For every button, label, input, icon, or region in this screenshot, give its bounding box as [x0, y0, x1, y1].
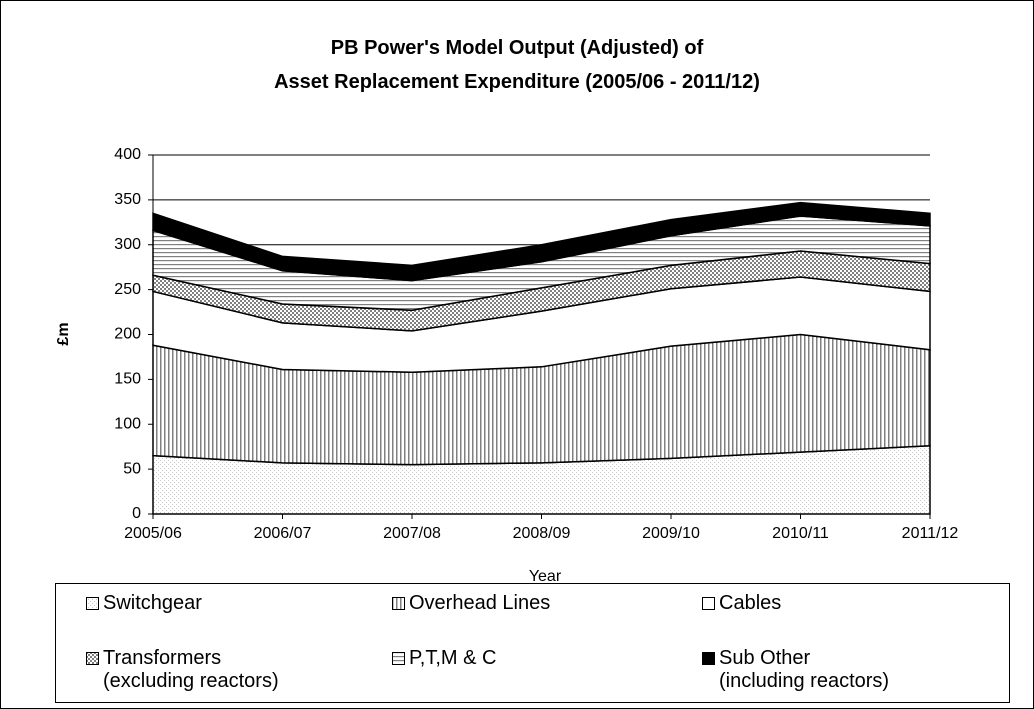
y-tick-label: 400: [114, 146, 141, 163]
y-tick-label: 350: [114, 191, 141, 208]
y-axis-label: £m: [55, 322, 72, 345]
legend-swatch: [392, 597, 405, 610]
area: [152, 201, 931, 282]
legend-swatch: [86, 652, 99, 665]
legend-swatch: [702, 652, 715, 665]
y-tick-label: 100: [114, 415, 141, 432]
y-tick-label: 250: [114, 281, 141, 298]
x-tick-label: 2009/10: [642, 525, 700, 542]
x-tick-label: 2010/11: [772, 525, 829, 542]
legend: Switchgear Overhead Lines Cables Transforme…: [55, 583, 1010, 703]
y-tick-label: 0: [132, 505, 141, 522]
y-tick-label: 50: [123, 460, 141, 477]
x-tick-label: 2011/12: [902, 525, 959, 542]
legend-label: Sub Other (including reactors): [719, 647, 890, 692]
x-tick-label: 2008/09: [513, 525, 571, 542]
legend-swatch: [86, 597, 99, 610]
y-tick-label: 150: [114, 371, 141, 388]
legend-label: Cables: [719, 592, 782, 614]
y-tick-label: 200: [114, 326, 141, 343]
legend-label: P,T,M & C: [409, 647, 497, 669]
legend-swatch: [392, 652, 405, 665]
y-tick-label: 300: [114, 236, 141, 253]
legend-label: Transformers (excluding reactors): [103, 647, 279, 692]
x-tick-label: 2005/06: [124, 525, 182, 542]
x-tick-label: 2007/08: [383, 525, 441, 542]
legend-label: Switchgear: [103, 592, 202, 614]
x-tick-label: 2006/07: [254, 525, 312, 542]
legend-label: Overhead Lines: [409, 592, 551, 614]
chart-title: PB Power's Model Output (Adjusted) of As…: [274, 37, 760, 93]
x-axis-label: Year: [529, 568, 562, 585]
legend-swatch: [702, 597, 715, 610]
